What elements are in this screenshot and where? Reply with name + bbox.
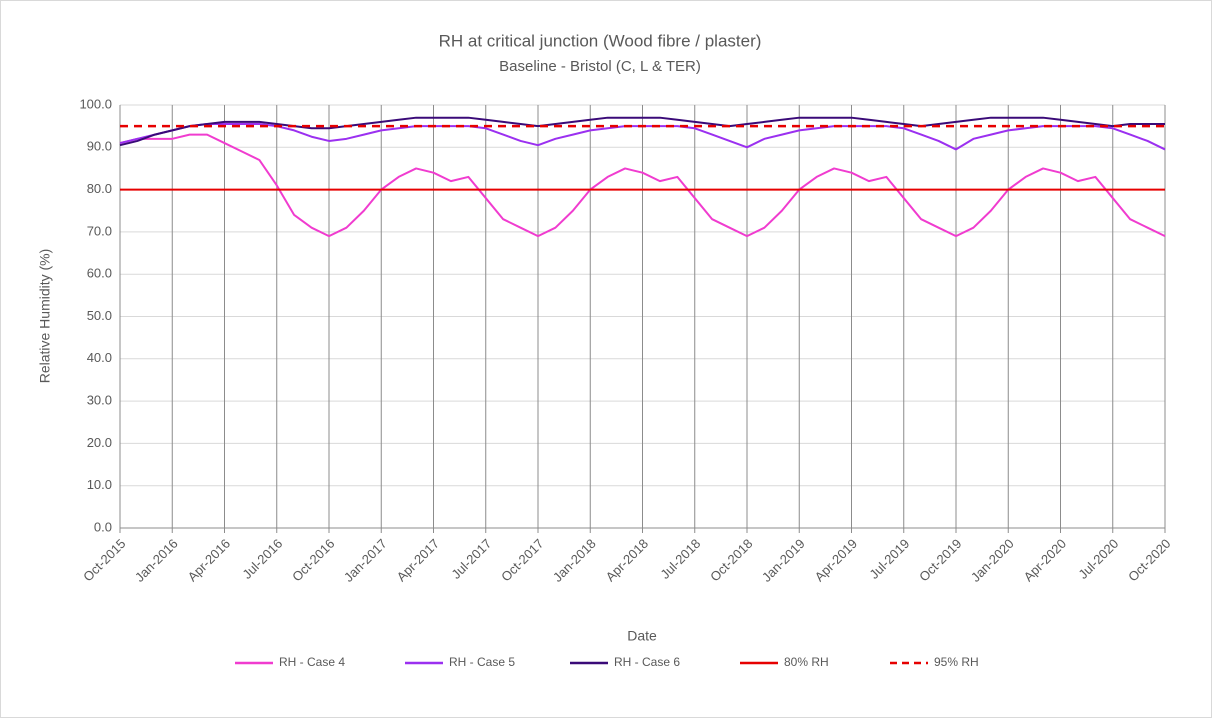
y-tick-label: 10.0 bbox=[87, 477, 112, 492]
y-tick-label: 90.0 bbox=[87, 139, 112, 154]
series-line bbox=[119, 133, 1166, 238]
y-tick-label: 50.0 bbox=[87, 308, 112, 323]
x-axis-label: Date bbox=[627, 628, 657, 644]
legend-label: RH - Case 4 bbox=[279, 655, 345, 669]
y-tick-label: 20.0 bbox=[87, 435, 112, 450]
legend-label: 80% RH bbox=[784, 655, 829, 669]
y-tick-label: 100.0 bbox=[79, 96, 112, 111]
y-tick-label: 60.0 bbox=[87, 266, 112, 281]
y-tick-label: 80.0 bbox=[87, 181, 112, 196]
y-tick-label: 70.0 bbox=[87, 223, 112, 238]
legend-label: RH - Case 6 bbox=[614, 655, 680, 669]
chart-subtitle: Baseline - Bristol (C, L & TER) bbox=[499, 58, 701, 75]
y-tick-label: 40.0 bbox=[87, 350, 112, 365]
y-tick-label: 0.0 bbox=[94, 519, 112, 534]
y-axis-label: Relative Humidity (%) bbox=[37, 249, 53, 384]
chart-title: RH at critical junction (Wood fibre / pl… bbox=[439, 31, 762, 50]
y-tick-label: 30.0 bbox=[87, 393, 112, 408]
legend-label: 95% RH bbox=[934, 655, 979, 669]
legend-label: RH - Case 5 bbox=[449, 655, 515, 669]
